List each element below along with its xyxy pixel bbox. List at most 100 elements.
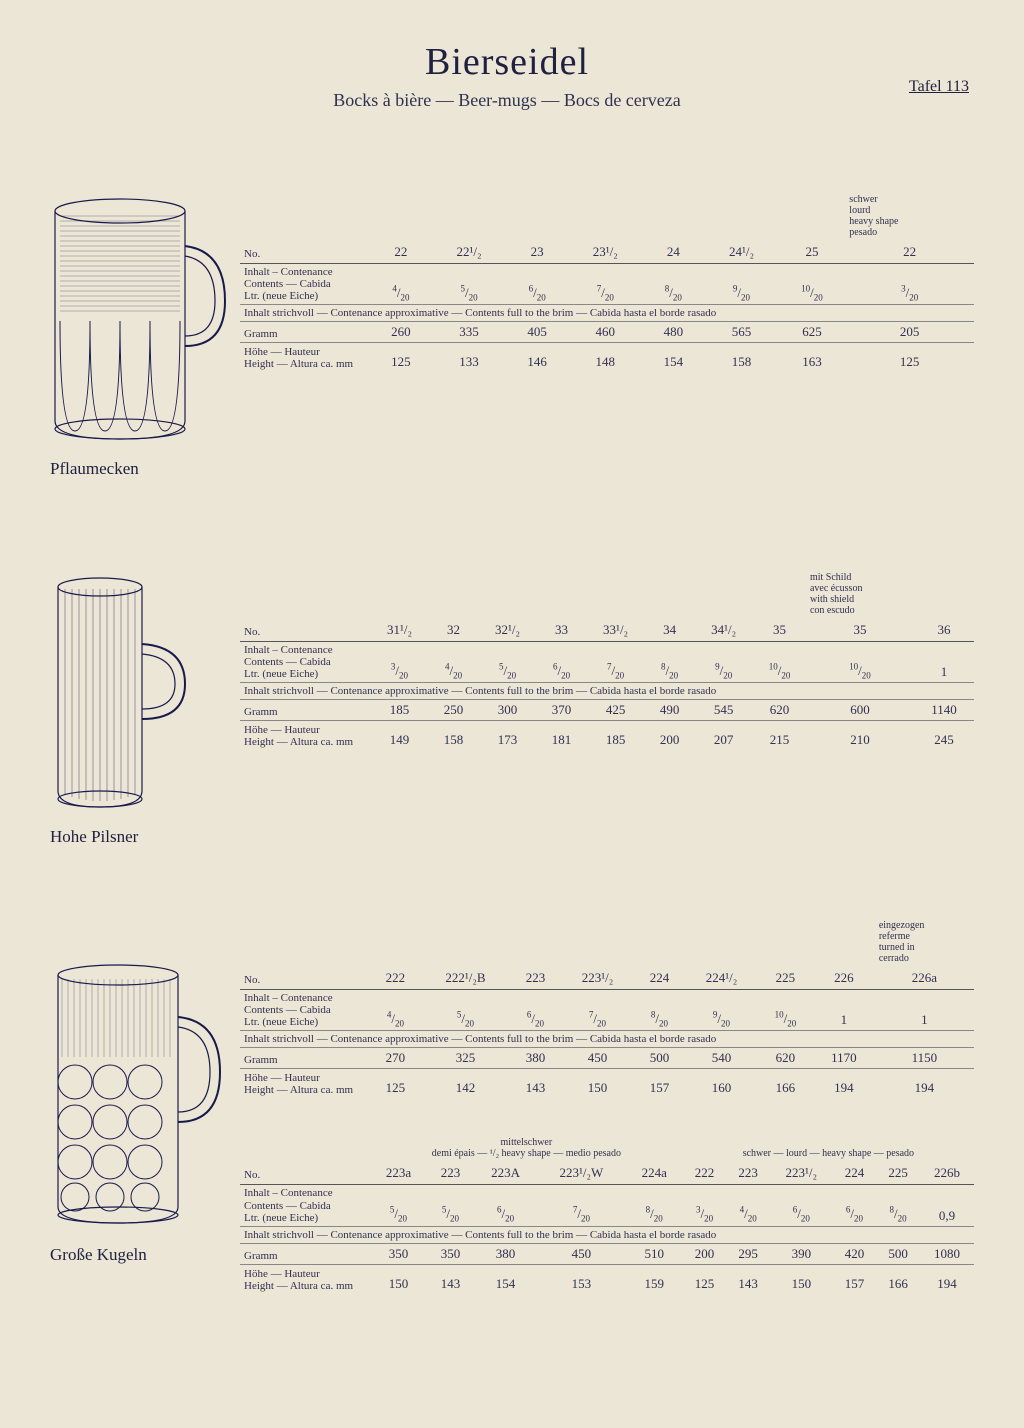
cell: 22: [845, 241, 974, 264]
cell: 32¹/₂: [478, 619, 537, 642]
cell: 350: [427, 1243, 474, 1264]
cell: 205: [845, 322, 974, 343]
cell: 22: [370, 241, 432, 264]
row-label-gramm: Gramm: [240, 1243, 370, 1264]
row-label-no: No.: [240, 619, 370, 642]
cell: 625: [779, 322, 846, 343]
cell: 8/20: [876, 1185, 920, 1226]
cell: 159: [626, 1264, 683, 1295]
cell: 1140: [914, 700, 974, 721]
cell: 36: [914, 619, 974, 642]
cell: 10/20: [758, 990, 813, 1031]
cell: 200: [683, 1243, 727, 1264]
cell: 8/20: [626, 1185, 683, 1226]
cell: 10/20: [806, 642, 914, 683]
cell: 5/20: [421, 990, 510, 1031]
cell: 3/20: [845, 264, 974, 305]
cell: 146: [506, 343, 568, 374]
cell: 270: [370, 1048, 421, 1069]
cell: 295: [726, 1243, 770, 1264]
cell: 250: [429, 700, 478, 721]
cell: 460: [568, 322, 642, 343]
row-label-gramm: Gramm: [240, 322, 370, 343]
cell: 4/20: [726, 1185, 770, 1226]
row-label-no: No.: [240, 1162, 370, 1185]
cell: 4/20: [370, 990, 421, 1031]
cell: 6/20: [474, 1185, 537, 1226]
cell: 163: [779, 343, 846, 374]
cell: 7/20: [568, 264, 642, 305]
cell: 153: [537, 1264, 626, 1295]
mug-illustration-pflaumecken: [40, 191, 230, 451]
cell: 6/20: [506, 264, 568, 305]
cell: 166: [876, 1264, 920, 1295]
cell: 133: [432, 343, 506, 374]
cell: 10/20: [753, 642, 806, 683]
cell: 3/20: [683, 1185, 727, 1226]
cell: 210: [806, 721, 914, 752]
cell: 32: [429, 619, 478, 642]
cell: 245: [914, 721, 974, 752]
cell: 5/20: [478, 642, 537, 683]
cell: 223¹/₂: [561, 967, 634, 990]
cell: 25: [779, 241, 846, 264]
cell: 370: [537, 700, 586, 721]
cell: 9/20: [704, 264, 778, 305]
cell: 4/20: [429, 642, 478, 683]
brim-note: Inhalt strichvoll — Contenance approxima…: [240, 305, 974, 322]
page-subtitle: Bocks à bière — Beer-mugs — Bocs de cerv…: [40, 90, 974, 111]
row-label-hohe: Höhe — HauteurHeight — Altura ca. mm: [240, 343, 370, 374]
cell: 565: [704, 322, 778, 343]
cell: 125: [370, 343, 432, 374]
cell: 5/20: [432, 264, 506, 305]
cell: 225: [758, 967, 813, 990]
cell: 24¹/₂: [704, 241, 778, 264]
cell: 223¹/₂W: [537, 1162, 626, 1185]
cell: 480: [642, 322, 704, 343]
cell: 0,9: [920, 1185, 974, 1226]
cell: 224: [634, 967, 685, 990]
cell: 500: [634, 1048, 685, 1069]
row-label-hohe: Höhe — HauteurHeight — Altura ca. mm: [240, 721, 370, 752]
cell: 185: [586, 721, 645, 752]
cell: 23¹/₂: [568, 241, 642, 264]
cell: 620: [753, 700, 806, 721]
row-label-no: No.: [240, 967, 370, 990]
cell: 157: [634, 1069, 685, 1100]
cell: 600: [806, 700, 914, 721]
brim-note: Inhalt strichvoll — Contenance approxima…: [240, 1031, 974, 1048]
section-pflaumecken: Pflaumecken schwerlourdheavy shapepesado…: [40, 191, 974, 479]
row-label-inhalt: Inhalt – ContenanceContents — CabidaLtr.…: [240, 642, 370, 683]
cell: 620: [758, 1048, 813, 1069]
cell: 154: [474, 1264, 537, 1295]
cell: 223a: [370, 1162, 427, 1185]
cell: 6/20: [770, 1185, 833, 1226]
cell: 420: [833, 1243, 877, 1264]
illus-label: Hohe Pilsner: [50, 827, 240, 847]
cell: 405: [506, 322, 568, 343]
table-pflaumecken: schwerlourdheavy shapepesado No. 22 22¹/…: [240, 191, 974, 373]
brim-note: Inhalt strichvoll — Contenance approxima…: [240, 1226, 974, 1243]
cell: 200: [645, 721, 694, 752]
cell: 8/20: [642, 264, 704, 305]
table-kugeln-2: mittelschwerdemi épais — ¹/₂ heavy shape…: [240, 1134, 974, 1294]
cell: 150: [561, 1069, 634, 1100]
cell: 450: [537, 1243, 626, 1264]
cell: 166: [758, 1069, 813, 1100]
table-kugeln-1: eingezogenrefermeturned incerrado No. 22…: [240, 917, 974, 1099]
weight-note-left: mittelschwerdemi épais — ¹/₂ heavy shape…: [370, 1134, 683, 1162]
cell: 194: [920, 1264, 974, 1295]
cell: 143: [427, 1264, 474, 1295]
row-label-inhalt: Inhalt – ContenanceContents — CabidaLtr.…: [240, 264, 370, 305]
cell: 6/20: [833, 1185, 877, 1226]
cell: 22¹/₂: [432, 241, 506, 264]
weight-note-right: schwer — lourd — heavy shape — pesado: [683, 1134, 974, 1162]
cell: 1: [813, 990, 875, 1031]
cell: 1170: [813, 1048, 875, 1069]
cell: 350: [370, 1243, 427, 1264]
cell: 226b: [920, 1162, 974, 1185]
table-pilsner: mit Schildavec écussonwith shieldcon esc…: [240, 569, 974, 751]
cell: 224¹/₂: [685, 967, 758, 990]
cell: 185: [370, 700, 429, 721]
cell: 9/20: [685, 990, 758, 1031]
